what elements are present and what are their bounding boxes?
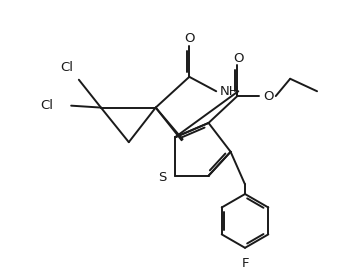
Text: Cl: Cl <box>60 61 73 74</box>
Text: O: O <box>233 52 244 65</box>
Text: Cl: Cl <box>41 99 54 112</box>
Text: S: S <box>158 171 166 184</box>
Text: O: O <box>184 32 195 45</box>
Text: O: O <box>263 89 273 102</box>
Text: NH: NH <box>220 85 239 98</box>
Text: F: F <box>241 257 249 270</box>
